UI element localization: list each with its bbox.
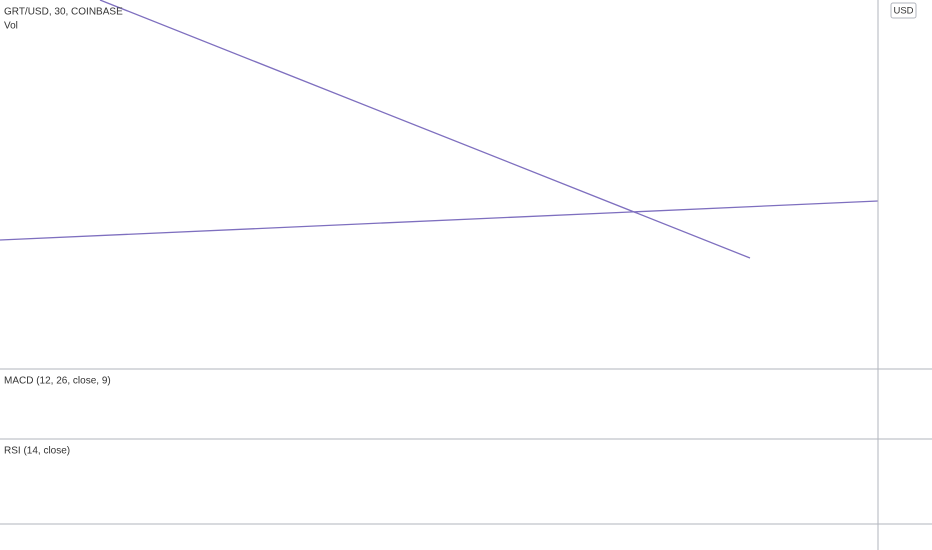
labels: GRT/USD, 30, COINBASE Vol MACD (12, 26, … (4, 7, 123, 457)
rsi-title: RSI (14, close) (4, 446, 70, 457)
trendline (0, 200, 879, 241)
currency-button[interactable] (890, 2, 917, 19)
macd-title: MACD (12, 26, close, 9) (4, 376, 111, 387)
symbol-title: GRT/USD, 30, COINBASE (4, 7, 123, 18)
drawings (0, 0, 879, 259)
volume-title: Vol (4, 21, 18, 32)
currency-button-label[interactable]: USD (893, 6, 913, 17)
trendline (99, 0, 751, 259)
